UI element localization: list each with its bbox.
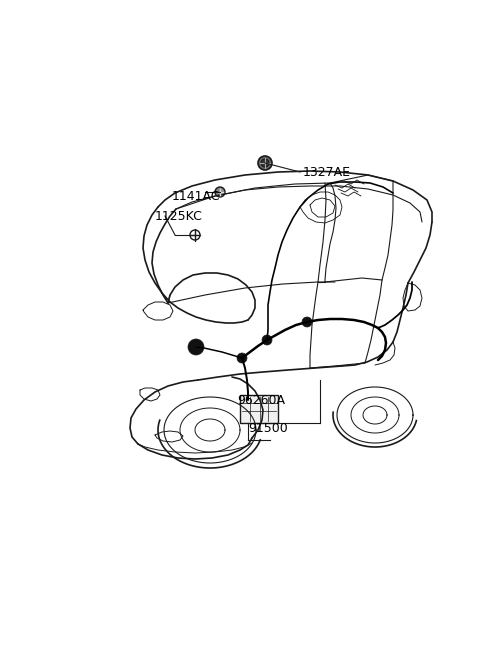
FancyBboxPatch shape xyxy=(240,395,278,423)
Text: 1327AE: 1327AE xyxy=(303,166,351,179)
Text: 96260A: 96260A xyxy=(237,394,285,407)
Circle shape xyxy=(261,159,269,167)
Circle shape xyxy=(262,335,272,345)
Circle shape xyxy=(188,339,204,355)
Text: 1141AC: 1141AC xyxy=(172,189,220,202)
Text: 1125KC: 1125KC xyxy=(155,210,203,223)
Circle shape xyxy=(237,353,247,363)
Circle shape xyxy=(258,156,272,170)
Circle shape xyxy=(302,317,312,327)
Text: 91500: 91500 xyxy=(248,422,288,435)
Circle shape xyxy=(215,187,225,197)
